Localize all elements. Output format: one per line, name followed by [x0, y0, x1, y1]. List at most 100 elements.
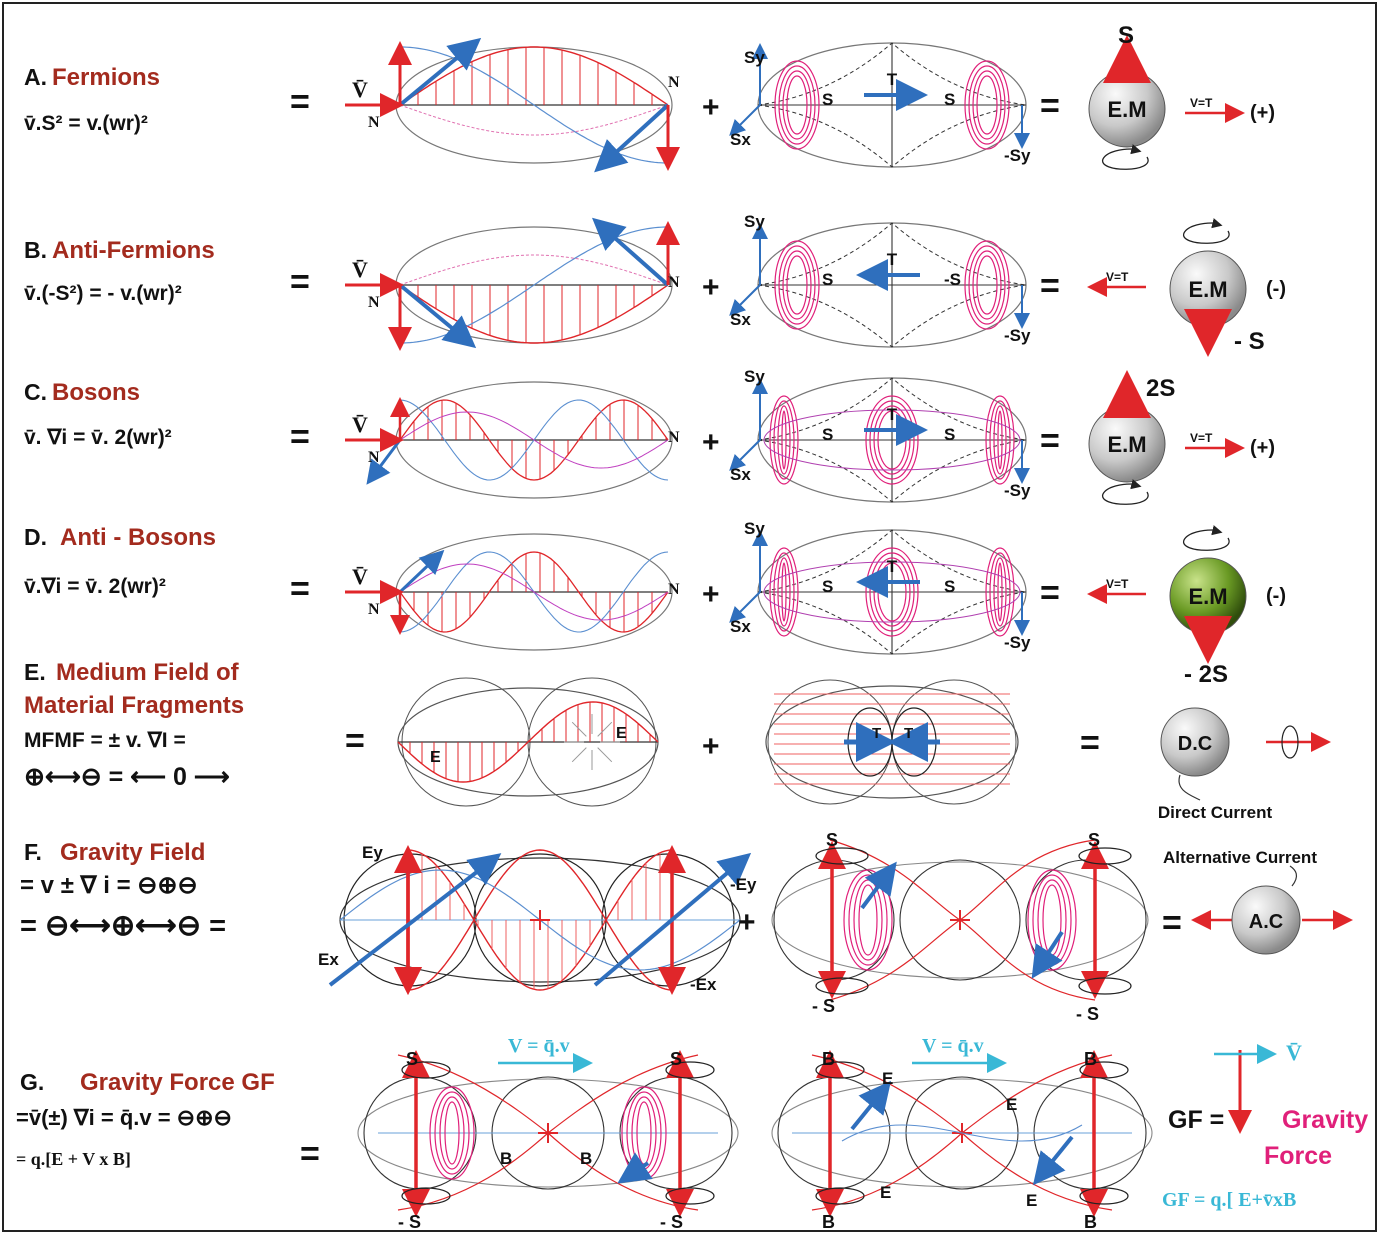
magenta-loop — [848, 874, 888, 966]
magenta-loop — [968, 65, 1006, 145]
magenta-loop — [976, 255, 998, 315]
ex-arrow — [328, 853, 502, 987]
b-label: B — [580, 1149, 592, 1168]
n-label: N — [368, 294, 380, 311]
magenta-loop — [989, 400, 1011, 480]
neg-ey-arrow — [593, 852, 752, 987]
magenta-loop — [777, 557, 791, 627]
sign-label: (-) — [1266, 585, 1286, 607]
equals-sign: = — [1040, 87, 1060, 125]
e-label: E — [1026, 1191, 1037, 1210]
row-letter: E. — [24, 659, 46, 685]
magenta-loop — [781, 562, 787, 622]
sign-label: (+) — [1250, 437, 1275, 459]
magenta-loop — [786, 255, 808, 315]
plus-sign: + — [702, 91, 720, 124]
s-label: S — [822, 270, 833, 289]
field-ellipse — [771, 861, 1149, 979]
red-wave — [397, 701, 659, 783]
sign-label: (-) — [1266, 278, 1286, 300]
sphere-label: E.M — [1188, 584, 1227, 609]
gf-force: Force — [1264, 1142, 1332, 1170]
row-title: Gravity Force GF — [80, 1069, 275, 1096]
pink-wave — [399, 563, 669, 621]
neg-s-label: - S — [1076, 1004, 1099, 1024]
plus-sign: + — [702, 730, 720, 763]
spin-loop — [401, 1187, 451, 1205]
dc-spin — [1281, 725, 1299, 759]
gf-formula: GF = q.[ E+v̄xB — [1162, 1189, 1296, 1211]
row-title: Gravity Field — [60, 839, 205, 866]
magenta-loop — [976, 75, 998, 135]
s-label: S — [944, 577, 955, 596]
gf-prefix: GF = — [1168, 1106, 1224, 1134]
row-letter: F. — [24, 839, 42, 865]
magenta-loop — [782, 250, 812, 320]
magenta-loop — [778, 65, 816, 145]
magenta-loop — [444, 1101, 460, 1165]
magenta-loop — [972, 250, 1002, 320]
caption-leader — [1289, 865, 1298, 887]
s-label: S — [822, 577, 833, 596]
b-label: B — [822, 1212, 835, 1232]
sy-label: Sy — [744, 519, 765, 538]
equals-sign: = — [1040, 574, 1060, 612]
row-formula: MFMF = ± v. ∇I = — [24, 729, 186, 752]
neg-sy-label: -Sy — [1004, 481, 1031, 500]
magenta-loop — [993, 405, 1007, 475]
row-title: Anti-Fermions — [52, 237, 215, 264]
s-label: S — [822, 425, 833, 444]
t-label: T — [887, 557, 898, 576]
spin-arc — [1102, 483, 1149, 505]
equals-sign: = — [290, 570, 310, 608]
spin-loop — [1079, 1187, 1129, 1205]
magenta-loop — [997, 410, 1003, 470]
neg-s-label: - S — [812, 996, 835, 1016]
row-formula: v̄.∇i = v̄. 2(wr)² — [24, 575, 166, 598]
row-formula: v̄.(-S²) = - v.(wr)² — [24, 282, 182, 305]
row-letter: G. — [20, 1069, 44, 1095]
b-label: B — [500, 1149, 512, 1168]
neg-ex-label: -Ex — [690, 975, 717, 994]
sx-axis — [729, 104, 761, 136]
spin-loop — [665, 1061, 715, 1079]
magenta-loop — [782, 70, 812, 140]
vt-label: V=T — [1106, 270, 1129, 284]
magenta-loop — [773, 552, 795, 632]
sphere-label: D.C — [1178, 733, 1212, 755]
spin-arrowhead — [1211, 525, 1223, 536]
spin-arrowhead — [1130, 479, 1142, 490]
t-label: T — [887, 70, 898, 89]
row-letter: B. — [24, 237, 47, 263]
equals-sign: = — [1080, 724, 1100, 762]
b-label: B — [822, 1049, 835, 1069]
field-ellipse — [771, 1078, 1153, 1188]
n-label: N — [368, 114, 380, 131]
magenta-loop — [858, 884, 878, 956]
e-arrow — [850, 1080, 892, 1131]
s-label: S — [822, 90, 833, 109]
magenta-loop — [993, 557, 1007, 627]
equals-sign: = — [300, 1135, 320, 1173]
sx-label: Sx — [730, 465, 751, 484]
red-wave — [399, 551, 669, 633]
e-label: E — [430, 749, 441, 766]
red-wave — [399, 284, 669, 344]
vx-arrow — [398, 283, 477, 349]
magenta-loop — [989, 552, 1011, 632]
equals-sign: = — [290, 83, 310, 121]
sx-label: Sx — [730, 617, 751, 636]
row-title: Medium Field of — [56, 659, 240, 686]
lobe-circle — [773, 859, 895, 981]
sx-label: Sx — [730, 310, 751, 329]
magenta-loop — [1032, 874, 1072, 966]
spin-label: - 2S — [1184, 661, 1228, 688]
row-formula: =v̄(±) ∇i = q̄.v = ⊖⊕⊖ — [16, 1105, 232, 1130]
e-label: E — [882, 1069, 893, 1088]
n-label: N — [668, 274, 680, 291]
neg-s-label: - S — [660, 1212, 683, 1232]
row-formula: = q.[E + V x B] — [16, 1149, 131, 1169]
magenta-loop — [774, 240, 820, 330]
spin-label: 2S — [1146, 375, 1175, 402]
